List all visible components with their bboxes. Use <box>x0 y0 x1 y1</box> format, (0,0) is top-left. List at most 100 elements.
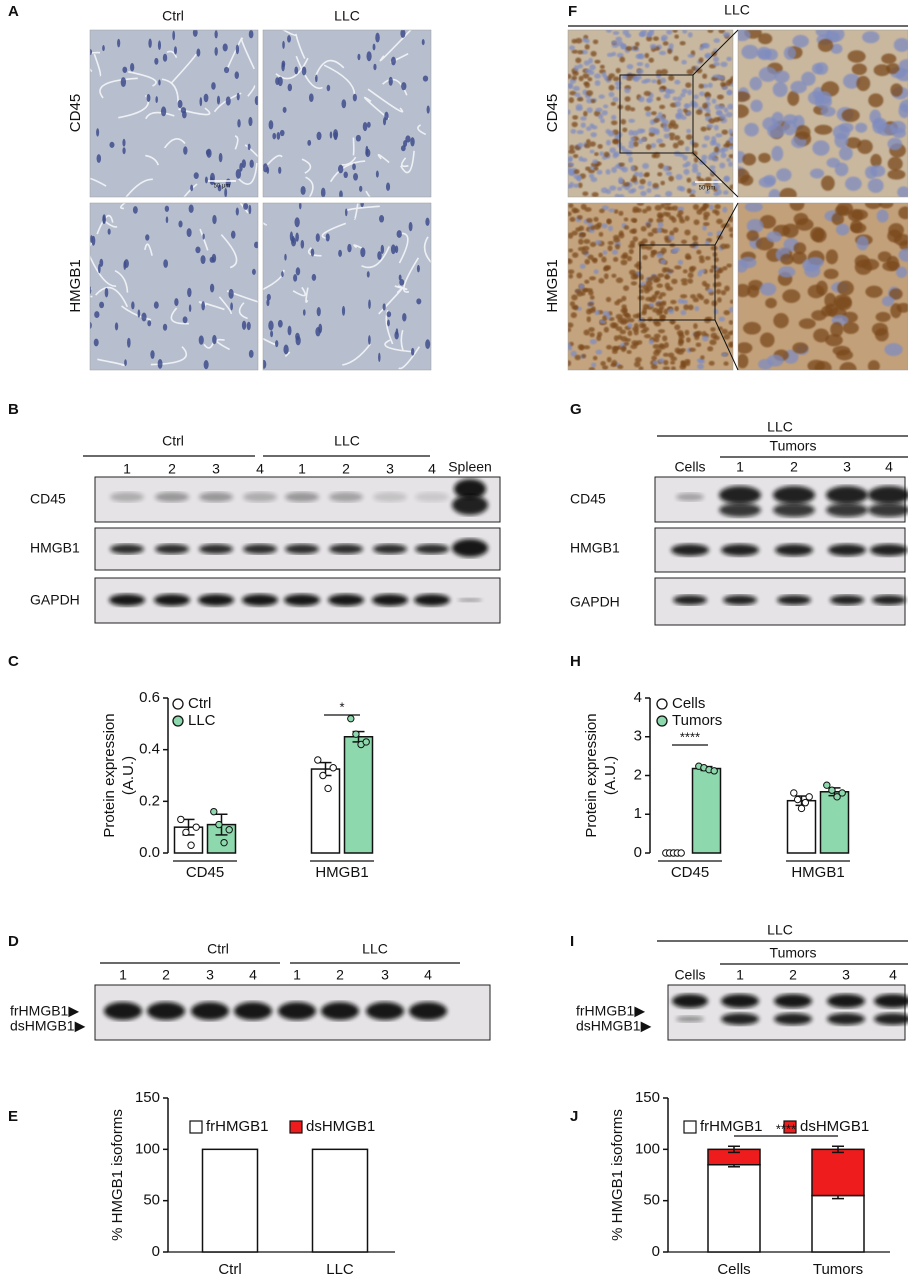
fiber-edge <box>400 329 404 351</box>
cell <box>870 153 882 168</box>
band <box>198 594 234 606</box>
band <box>827 1013 865 1025</box>
micrograph <box>262 29 432 198</box>
fiber-edge <box>275 57 309 80</box>
fiber-edge <box>398 232 409 264</box>
band <box>673 595 707 605</box>
fiber-edge <box>417 124 427 136</box>
nucleus <box>218 152 223 163</box>
cell <box>680 361 688 367</box>
cell <box>662 335 668 342</box>
data-point <box>793 795 802 804</box>
cell <box>778 266 796 278</box>
cell <box>622 182 630 187</box>
nucleus <box>268 120 274 130</box>
legend-marker <box>656 698 668 710</box>
band <box>773 503 815 517</box>
cell <box>830 43 843 54</box>
data-point <box>710 767 718 775</box>
cell <box>571 294 578 301</box>
lane-label: 2 <box>342 461 350 477</box>
cell <box>618 210 624 216</box>
cell <box>738 283 751 298</box>
nucleus <box>325 233 330 242</box>
cell <box>654 348 662 354</box>
fiber-edge <box>398 346 421 370</box>
cell <box>597 331 603 337</box>
cell <box>704 240 710 246</box>
significance-label: **** <box>776 1121 796 1136</box>
cell <box>632 206 640 212</box>
cell <box>650 142 657 149</box>
cell <box>589 149 595 154</box>
cell <box>643 334 652 339</box>
cell <box>577 63 584 69</box>
cell <box>680 294 688 299</box>
cell <box>611 114 617 120</box>
cell <box>611 40 618 45</box>
nucleus <box>199 97 203 107</box>
cell <box>678 331 684 337</box>
lane-label: 1 <box>123 461 131 477</box>
cell <box>656 217 664 224</box>
cell <box>864 165 878 180</box>
micrograph <box>89 202 259 371</box>
data-point <box>215 820 223 829</box>
cell <box>624 105 632 112</box>
cell <box>584 68 592 73</box>
cell <box>723 310 731 316</box>
data-point <box>182 828 190 837</box>
cell <box>606 313 611 320</box>
row-label: HMGB1 <box>570 540 620 556</box>
nucleus <box>237 119 241 128</box>
cell <box>688 347 696 352</box>
nucleus <box>366 121 371 128</box>
cell <box>666 30 673 35</box>
cell <box>640 226 647 232</box>
cell <box>717 75 725 81</box>
nucleus <box>293 274 298 282</box>
nucleus <box>272 132 277 140</box>
cell <box>877 251 892 263</box>
cell <box>568 269 575 275</box>
cell <box>654 194 661 197</box>
cell <box>672 96 678 101</box>
fiber-edge <box>403 257 420 293</box>
cell <box>572 115 579 120</box>
cell <box>758 33 773 45</box>
cell <box>690 294 697 299</box>
nucleus <box>357 53 361 61</box>
cell <box>611 249 619 255</box>
y-tick-label: 2 <box>634 766 642 783</box>
cell <box>574 354 581 361</box>
cell <box>644 78 652 83</box>
micrograph-texture <box>90 203 258 370</box>
cell <box>699 91 706 97</box>
cell <box>677 259 684 265</box>
nucleus <box>281 271 284 278</box>
cell <box>630 344 638 350</box>
cell <box>615 277 624 284</box>
cell <box>575 103 583 110</box>
cell <box>782 120 797 136</box>
nucleus <box>178 220 183 228</box>
data-point <box>329 764 337 772</box>
cell <box>656 96 661 101</box>
panel-letter: J <box>570 1108 578 1125</box>
group-label: Tumors <box>770 438 817 454</box>
nucleus <box>211 82 216 90</box>
cell <box>716 218 723 225</box>
cell <box>652 182 659 189</box>
cell <box>657 162 665 169</box>
cell <box>686 177 692 183</box>
cell <box>669 136 675 141</box>
cell <box>749 76 762 91</box>
lane-label: 2 <box>789 967 797 983</box>
cell <box>630 107 636 112</box>
nucleus <box>353 172 359 181</box>
cell <box>725 111 733 118</box>
lane-label: Cells <box>674 967 705 983</box>
cell <box>641 238 648 244</box>
cell <box>614 80 622 86</box>
nucleus <box>198 335 204 345</box>
